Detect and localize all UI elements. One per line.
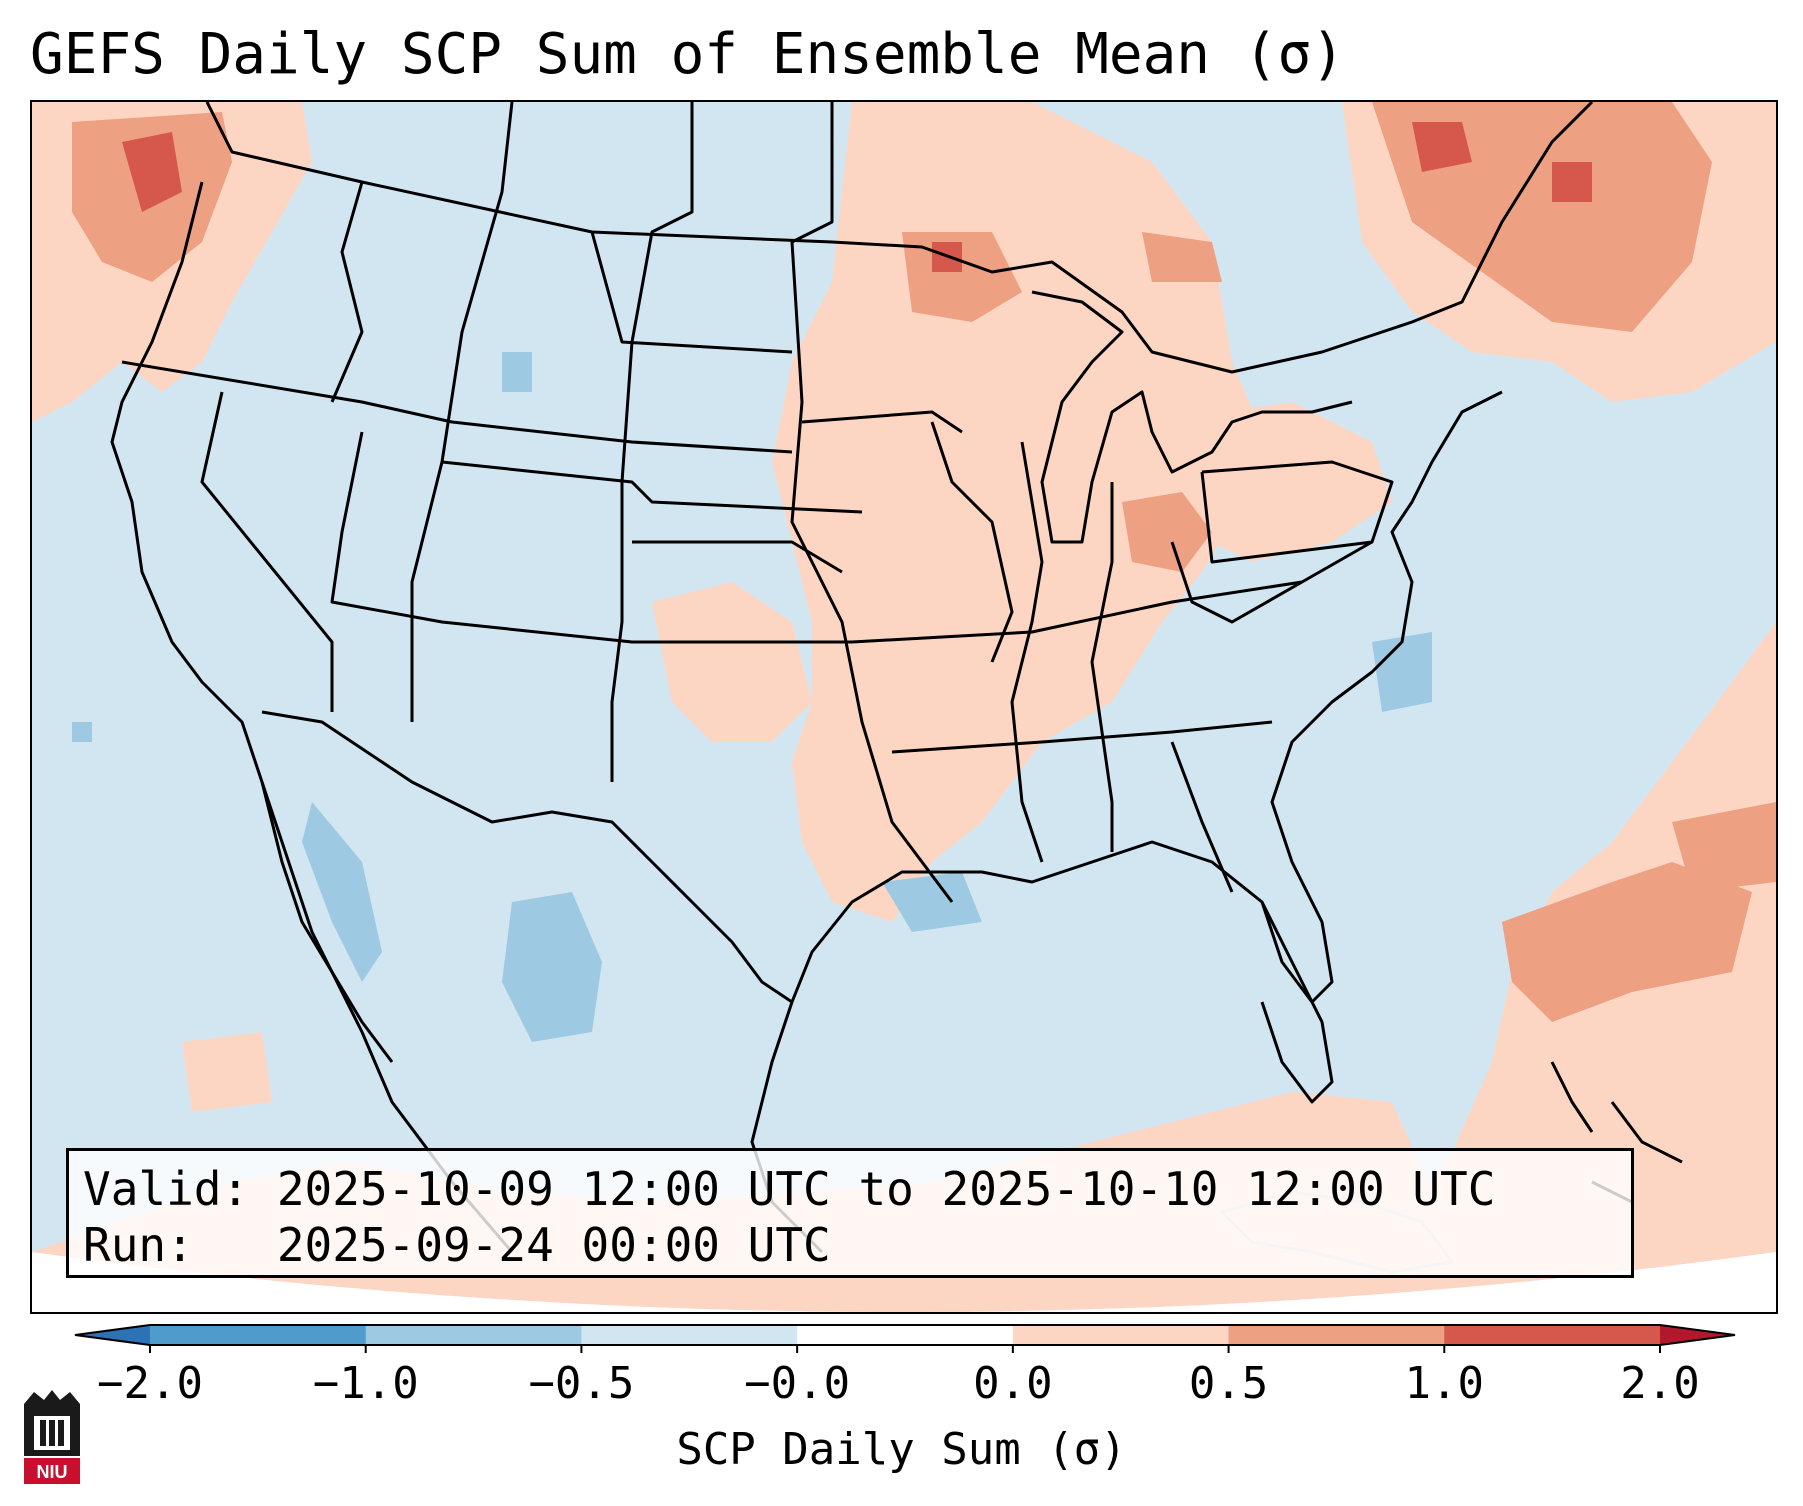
positive-high-regions: [122, 122, 1592, 272]
negative-regions: [72, 352, 1432, 1042]
pacific-spot: [72, 722, 92, 742]
colorbar-extend-low: [75, 1325, 150, 1345]
map-canvas: [32, 102, 1776, 1312]
west-coast: [110, 181, 514, 1253]
state-line-6: [441, 460, 863, 514]
map-panel: [30, 100, 1778, 1314]
colorbar-tick-label: 0.0: [973, 1358, 1053, 1409]
state-line-9: [590, 231, 793, 354]
state-line-16: [891, 720, 1273, 754]
pnw-max: [122, 132, 182, 212]
region-sw-oklahoma: [652, 582, 812, 742]
colorbar-segment: [1228, 1325, 1445, 1345]
colorbar-segment: [797, 1325, 1014, 1345]
state-line-7: [610, 102, 694, 782]
baja-peninsula: [260, 781, 394, 1063]
superior-core: [1142, 232, 1222, 282]
colorbar-tick-label: −0.5: [528, 1358, 635, 1409]
valid-time-text: Valid: 2025-10-09 12:00 UTC to 2025-10-1…: [83, 1162, 1496, 1216]
state-line-17: [1170, 540, 1373, 624]
region-baja-offshore: [182, 1032, 272, 1112]
boundaries: [110, 102, 1594, 1254]
state-line-3: [330, 181, 364, 403]
colorbar-label: SCP Daily Sum (σ): [676, 1424, 1127, 1475]
colorbar-segment: [1012, 1325, 1230, 1345]
florida: [1260, 901, 1334, 1104]
mexico-north: [502, 892, 602, 1042]
state-line-18: [1200, 460, 1394, 564]
region-upper-midwest: [772, 102, 1262, 922]
nc-coast: [1372, 632, 1432, 712]
state-line-13: [930, 421, 1014, 663]
gulf-texas: [882, 872, 982, 932]
colorbar-segment: [365, 1325, 582, 1345]
state-line-5: [330, 431, 852, 644]
great-lakes: [1031, 290, 1353, 544]
wyoming-spot: [502, 352, 532, 392]
gulf-of-california: [302, 802, 382, 982]
state-line-2: [200, 391, 334, 712]
state-line-15: [1090, 482, 1114, 852]
illinois-core: [1122, 492, 1212, 572]
gulf-coast: [790, 390, 1503, 1004]
state-line-10: [632, 540, 843, 574]
us-canada-border: [205, 102, 1594, 374]
colorbar-tick-label: 0.5: [1188, 1358, 1269, 1409]
state-line-4: [410, 102, 514, 722]
state-line-12: [801, 410, 963, 434]
validity-info-box: Valid: 2025-10-09 12:00 UTC to 2025-10-1…: [66, 1148, 1634, 1278]
state-line-8: [790, 102, 954, 903]
colorbar-tick-label: −0.0: [744, 1358, 851, 1409]
colorbar-segment: [150, 1325, 367, 1345]
run-time-text: Run: 2025-09-24 00:00 UTC: [83, 1218, 831, 1272]
colorbar: [74, 1324, 1736, 1353]
colorbar-tick-label: −1.0: [312, 1358, 419, 1409]
atlantic-east-core: [1672, 802, 1776, 892]
state-line-14: [1010, 441, 1044, 863]
colorbar-tick-label: 1.0: [1404, 1358, 1485, 1409]
logo-text: NIU: [37, 1462, 68, 1482]
colorbar-tick-label: −2.0: [97, 1358, 203, 1409]
chart-title: GEFS Daily SCP Sum of Ensemble Mean (σ): [30, 22, 1345, 87]
state-line-1: [121, 360, 793, 454]
quebec-max-2: [1552, 162, 1592, 202]
niu-logo: NIU: [24, 1390, 80, 1484]
state-line-19: [1170, 741, 1234, 893]
colorbar-segment: [581, 1325, 798, 1345]
quebec-max: [1412, 122, 1472, 172]
colorbar-segments: [75, 1325, 1735, 1345]
colorbar-segment: [1444, 1325, 1661, 1345]
us-mexico-border: [261, 710, 793, 1004]
atlantic-core: [1502, 862, 1752, 1022]
colorbar-extend-high: [1660, 1325, 1735, 1345]
colorbar-tick-label: 2.0: [1620, 1358, 1700, 1409]
